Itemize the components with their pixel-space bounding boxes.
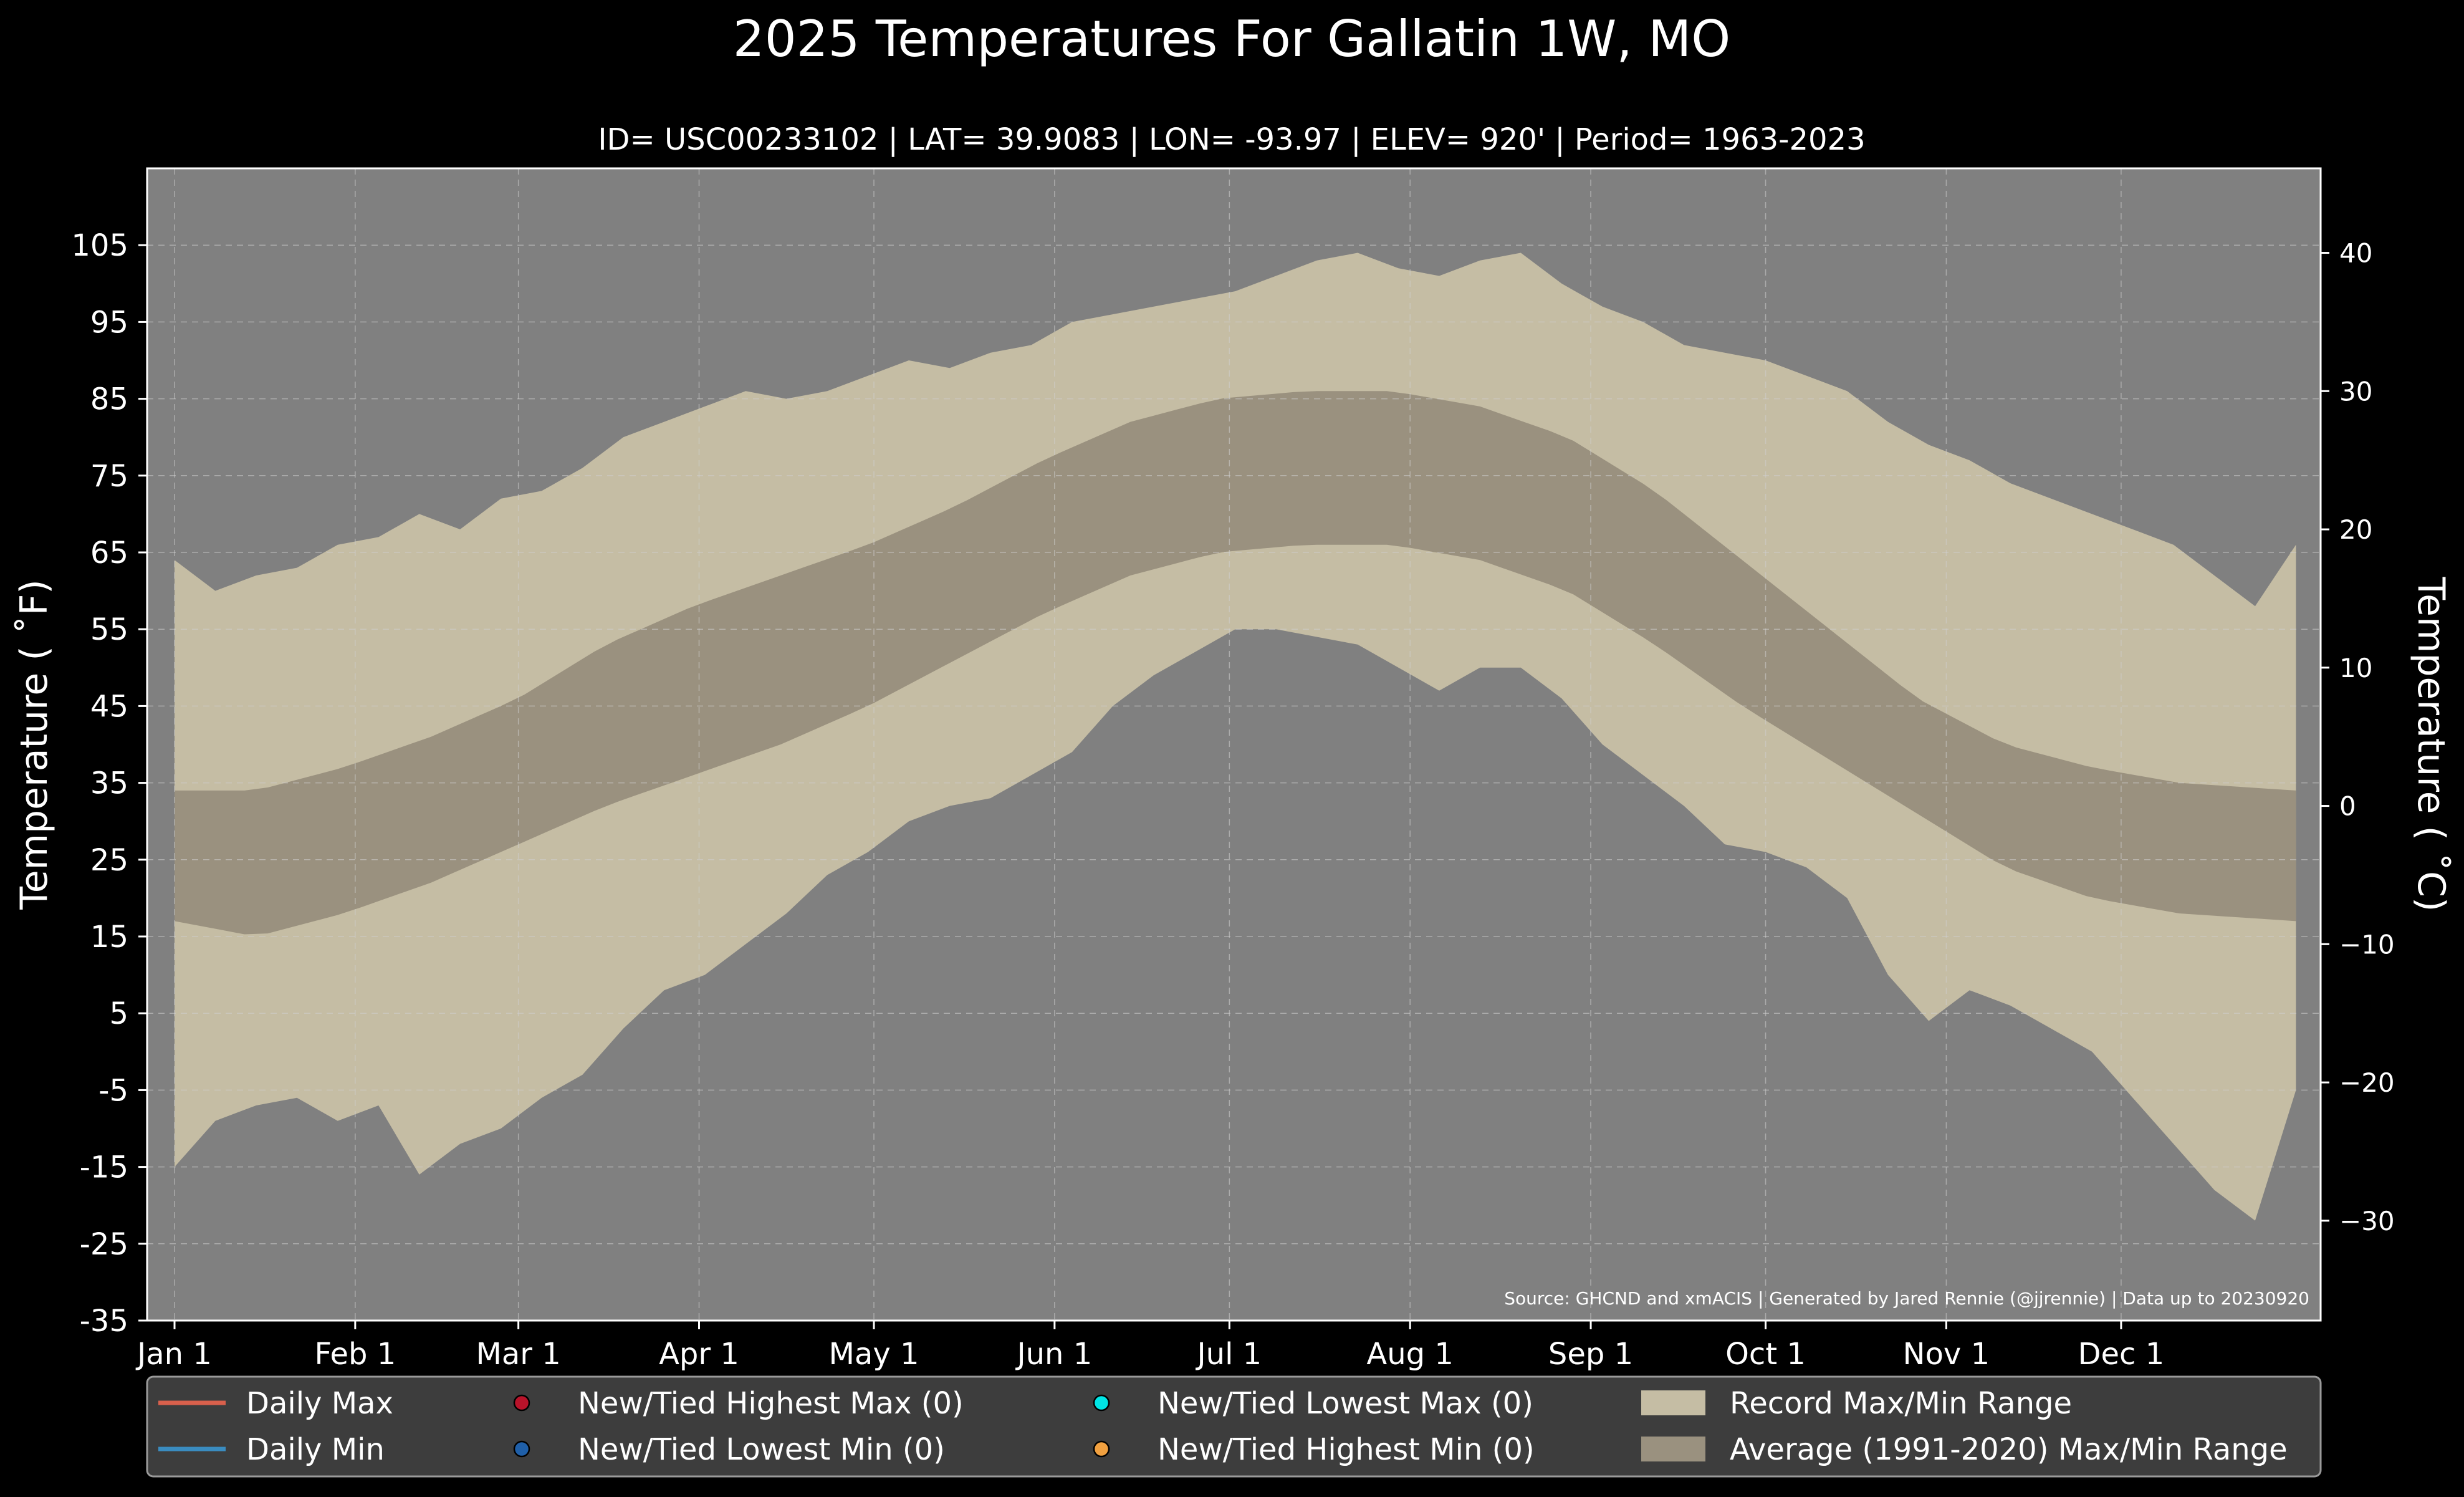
legend-dot-swatch xyxy=(513,1440,530,1458)
legend-item: New/Tied Lowest Max (0) xyxy=(1093,1386,1533,1421)
chart-title: 2025 Temperatures For Gallatin 1W, MO xyxy=(733,10,1730,68)
y-right-tick-label: −20 xyxy=(2339,1067,2395,1098)
x-tick-label: Apr 1 xyxy=(659,1337,739,1372)
x-tick-label: Jan 1 xyxy=(135,1337,212,1372)
y-axis-label-left: Temperature ( ˚F) xyxy=(12,579,56,910)
grid-lines xyxy=(147,168,2321,1321)
source-note: Source: GHCND and xmACIS | Generated by … xyxy=(1504,1288,2309,1309)
legend-item: Daily Min xyxy=(158,1432,385,1467)
plot-area: Source: GHCND and xmACIS | Generated by … xyxy=(146,167,2322,1322)
legend-label: New/Tied Highest Max (0) xyxy=(578,1386,964,1421)
y-right-tick-label: 30 xyxy=(2339,376,2372,407)
legend-item: Daily Max xyxy=(158,1386,393,1421)
legend-label: Average (1991-2020) Max/Min Range xyxy=(1730,1432,2288,1467)
x-tick-label: Sep 1 xyxy=(1548,1337,1633,1372)
y-right-tick-label: 10 xyxy=(2339,653,2372,683)
plot-frame xyxy=(146,167,2322,1322)
legend-item: New/Tied Highest Max (0) xyxy=(513,1386,964,1421)
y-right-tick-label: 40 xyxy=(2339,238,2372,269)
x-tick-label: Aug 1 xyxy=(1366,1337,1454,1372)
legend-label: New/Tied Highest Min (0) xyxy=(1158,1432,1535,1467)
y-tick-label: -25 xyxy=(80,1227,128,1262)
x-tick-label: Feb 1 xyxy=(314,1337,396,1372)
x-tick-label: Jul 1 xyxy=(1195,1337,1262,1372)
legend-label: New/Tied Lowest Max (0) xyxy=(1158,1386,1533,1421)
y-tick-label: 25 xyxy=(90,843,128,878)
y-axis-left: 105 95 85 75 65 55 45 35 25 15 5 -5 -15 -25 -35 xyxy=(71,228,147,1339)
y-axis-label-right: Temperature ( ˚C) xyxy=(2409,577,2453,912)
legend-dot-swatch xyxy=(1093,1394,1110,1412)
x-tick-label: Oct 1 xyxy=(1725,1337,1806,1372)
x-tick-label: Nov 1 xyxy=(1903,1337,1990,1372)
legend-patch-swatch xyxy=(1641,1390,1705,1415)
legend-label: Daily Max xyxy=(246,1386,393,1421)
x-tick-label: Mar 1 xyxy=(476,1337,560,1372)
y-tick-label: 85 xyxy=(90,382,128,417)
legend-label: Record Max/Min Range xyxy=(1730,1386,2072,1421)
normal-range-band xyxy=(175,391,2296,935)
y-right-tick-label: 20 xyxy=(2339,514,2372,545)
y-axis-right: 40 30 20 10 0 −10 −20 −30 xyxy=(2321,238,2395,1236)
legend-item: New/Tied Highest Min (0) xyxy=(1093,1432,1535,1467)
y-right-tick-label: −30 xyxy=(2339,1206,2395,1236)
legend-item: Record Max/Min Range xyxy=(1641,1386,2072,1421)
x-tick-label: May 1 xyxy=(828,1337,919,1372)
y-tick-label: 65 xyxy=(90,536,128,570)
x-tick-label: Jun 1 xyxy=(1015,1337,1092,1372)
legend: Daily Max Daily Min New/Tied Highest Max (… xyxy=(146,1375,2322,1478)
legend-box xyxy=(146,1375,2322,1478)
y-tick-label: -15 xyxy=(80,1150,128,1185)
legend-label: Daily Min xyxy=(246,1432,385,1467)
legend-dot-swatch xyxy=(1093,1440,1110,1458)
y-tick-label: 15 xyxy=(90,920,128,955)
chart-subtitle: ID= USC00233102 | LAT= 39.9083 | LON= -9… xyxy=(598,122,1865,157)
normal-range-layer xyxy=(175,391,2296,935)
y-tick-label: 75 xyxy=(90,459,128,494)
y-tick-label: 45 xyxy=(90,689,128,724)
y-tick-label: -35 xyxy=(80,1304,128,1339)
x-tick-label: Dec 1 xyxy=(2078,1337,2165,1372)
y-tick-label: 95 xyxy=(90,305,128,340)
y-right-tick-label: −10 xyxy=(2339,929,2395,960)
y-tick-label: 55 xyxy=(90,612,128,647)
y-tick-label: 35 xyxy=(90,766,128,801)
legend-dot-swatch xyxy=(513,1394,530,1412)
legend-patch-swatch xyxy=(1641,1437,1705,1461)
y-tick-label: -5 xyxy=(98,1073,128,1108)
y-tick-label: 5 xyxy=(109,996,128,1031)
legend-label: New/Tied Lowest Min (0) xyxy=(578,1432,945,1467)
y-right-tick-label: 0 xyxy=(2339,791,2356,822)
legend-item: New/Tied Lowest Min (0) xyxy=(513,1432,945,1467)
legend-item: Average (1991-2020) Max/Min Range xyxy=(1641,1432,2288,1467)
x-axis: Jan 1 Feb 1 Mar 1 Apr 1 May 1 Jun 1 Jul 1 Aug 1… xyxy=(135,1321,2164,1372)
y-tick-label: 105 xyxy=(71,228,128,263)
